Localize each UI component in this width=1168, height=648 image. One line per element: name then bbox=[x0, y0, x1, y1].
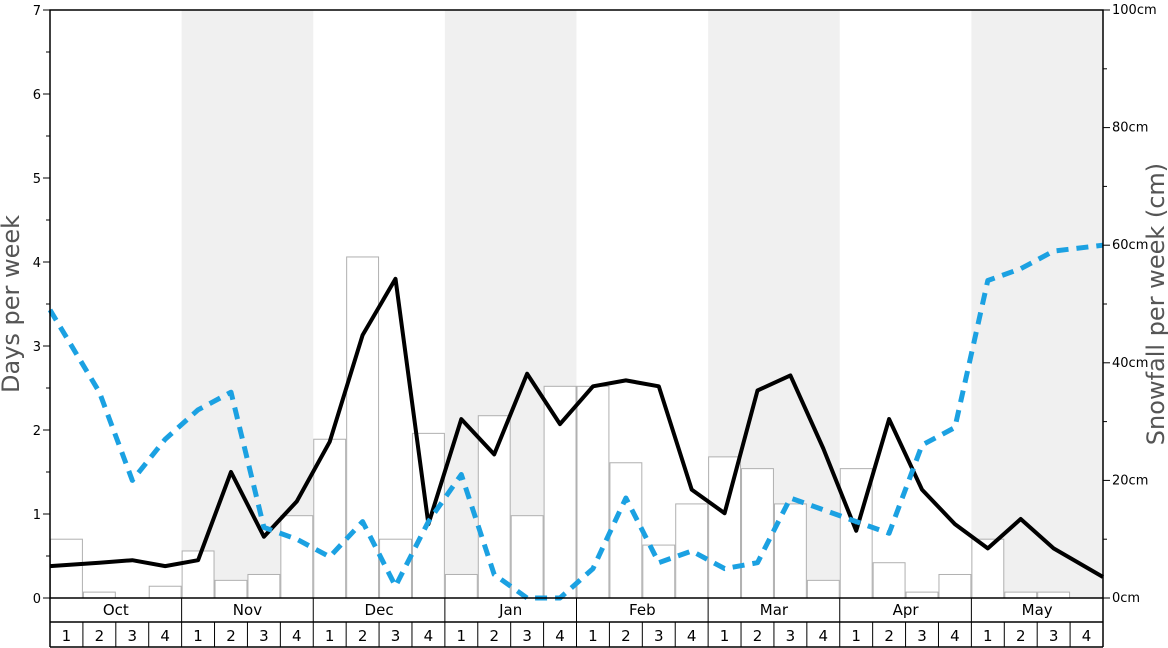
snowfall-bar bbox=[1004, 591, 1038, 599]
month-label: Mar bbox=[760, 601, 789, 619]
right-tick-label: 20cm bbox=[1112, 473, 1148, 488]
week-label: 4 bbox=[687, 627, 697, 645]
week-label: 1 bbox=[62, 627, 72, 645]
right-tick-label: 60cm bbox=[1112, 238, 1148, 253]
week-label: 3 bbox=[127, 627, 137, 645]
snowfall-bar bbox=[379, 538, 412, 599]
snowfall-bar bbox=[510, 515, 544, 599]
month-label: Feb bbox=[629, 601, 656, 619]
right-tick-label: 40cm bbox=[1112, 356, 1148, 371]
left-tick-label: 4 bbox=[33, 256, 41, 271]
week-label: 1 bbox=[588, 627, 598, 645]
week-label: 3 bbox=[391, 627, 401, 645]
snowfall-bar bbox=[247, 573, 281, 599]
month-bands bbox=[181, 10, 1103, 598]
y-axis-label-left: Days per week bbox=[0, 215, 25, 393]
week-label: 3 bbox=[1049, 627, 1059, 645]
left-tick-label: 7 bbox=[33, 4, 41, 19]
left-tick-label: 2 bbox=[33, 424, 41, 439]
solid-series-line bbox=[49, 276, 1105, 579]
chart-lines bbox=[47, 242, 1105, 601]
week-label: 4 bbox=[819, 627, 829, 645]
snowfall-bar bbox=[444, 573, 478, 599]
snowfall-bar bbox=[214, 579, 248, 599]
week-label: 4 bbox=[1082, 627, 1092, 645]
snowfall-bar bbox=[938, 573, 972, 599]
week-label: 2 bbox=[1016, 627, 1026, 645]
week-label: 1 bbox=[193, 627, 203, 645]
snowfall-bar bbox=[82, 591, 116, 599]
snowfall-bar bbox=[773, 503, 807, 599]
snowfall-bar bbox=[806, 579, 840, 599]
snowfall-bar bbox=[741, 468, 774, 599]
x-axis: Oct Nov Dec Jan Feb Mar Apr May 1 2 3 4 1 2 3 4 1 2 3 4 1 2 3 4… bbox=[49, 598, 1104, 648]
snowfall-bar bbox=[148, 585, 182, 599]
month-label: Dec bbox=[365, 601, 394, 619]
week-label: 4 bbox=[424, 627, 434, 645]
week-label: 3 bbox=[786, 627, 796, 645]
snowfall-bar bbox=[543, 385, 577, 599]
left-tick-label: 5 bbox=[33, 172, 41, 187]
left-axis: 0 1 2 3 4 5 6 7 bbox=[33, 4, 50, 607]
left-tick-label: 1 bbox=[33, 508, 41, 523]
month-label: Jan bbox=[498, 601, 522, 619]
week-label: 1 bbox=[325, 627, 335, 645]
left-tick-label: 3 bbox=[33, 340, 41, 355]
week-label: 1 bbox=[720, 627, 730, 645]
week-label: 4 bbox=[292, 627, 302, 645]
month-label: May bbox=[1022, 601, 1053, 619]
week-label: 2 bbox=[621, 627, 631, 645]
week-label: 2 bbox=[489, 627, 499, 645]
week-label: 3 bbox=[259, 627, 269, 645]
week-label: 2 bbox=[358, 627, 368, 645]
snowfall-bar bbox=[642, 544, 676, 599]
left-tick-label: 6 bbox=[33, 88, 41, 103]
week-label: 3 bbox=[522, 627, 532, 645]
right-axis: 0cm 20cm 40cm 60cm 80cm 100cm bbox=[1103, 3, 1157, 606]
right-tick-label: 0cm bbox=[1112, 591, 1140, 606]
month-label: Nov bbox=[233, 601, 262, 619]
month-label: Apr bbox=[893, 601, 920, 619]
week-label: 2 bbox=[884, 627, 894, 645]
week-label: 1 bbox=[457, 627, 467, 645]
snowfall-bar bbox=[280, 515, 314, 599]
snowfall-bar bbox=[576, 385, 610, 599]
week-label: 2 bbox=[95, 627, 105, 645]
snowfall-bar bbox=[313, 438, 347, 599]
dashed-series-line bbox=[47, 242, 1104, 601]
week-label: 3 bbox=[654, 627, 664, 645]
week-label: 1 bbox=[983, 627, 993, 645]
snowfall-bar bbox=[872, 562, 906, 599]
snowfall-bar bbox=[1037, 591, 1071, 599]
week-label: 4 bbox=[555, 627, 565, 645]
right-tick-label: 80cm bbox=[1112, 121, 1148, 136]
month-band bbox=[971, 10, 1103, 598]
week-label: 3 bbox=[917, 627, 927, 645]
left-tick-label: 0 bbox=[33, 592, 41, 607]
month-label: Oct bbox=[103, 601, 129, 619]
snowfall-bar bbox=[905, 591, 939, 599]
snowfall-bar bbox=[411, 432, 445, 599]
snowfall-bar bbox=[609, 462, 643, 599]
week-label: 4 bbox=[950, 627, 960, 645]
week-label: 1 bbox=[851, 627, 861, 645]
week-label: 2 bbox=[753, 627, 763, 645]
snowfall-bar bbox=[675, 503, 709, 599]
y-axis-label-right: Snowfall per week (cm) bbox=[1142, 163, 1168, 445]
month-band bbox=[181, 10, 314, 598]
week-label: 2 bbox=[226, 627, 236, 645]
snowfall-bar bbox=[50, 538, 83, 599]
right-tick-label: 100cm bbox=[1112, 3, 1157, 18]
week-label: 4 bbox=[160, 627, 170, 645]
